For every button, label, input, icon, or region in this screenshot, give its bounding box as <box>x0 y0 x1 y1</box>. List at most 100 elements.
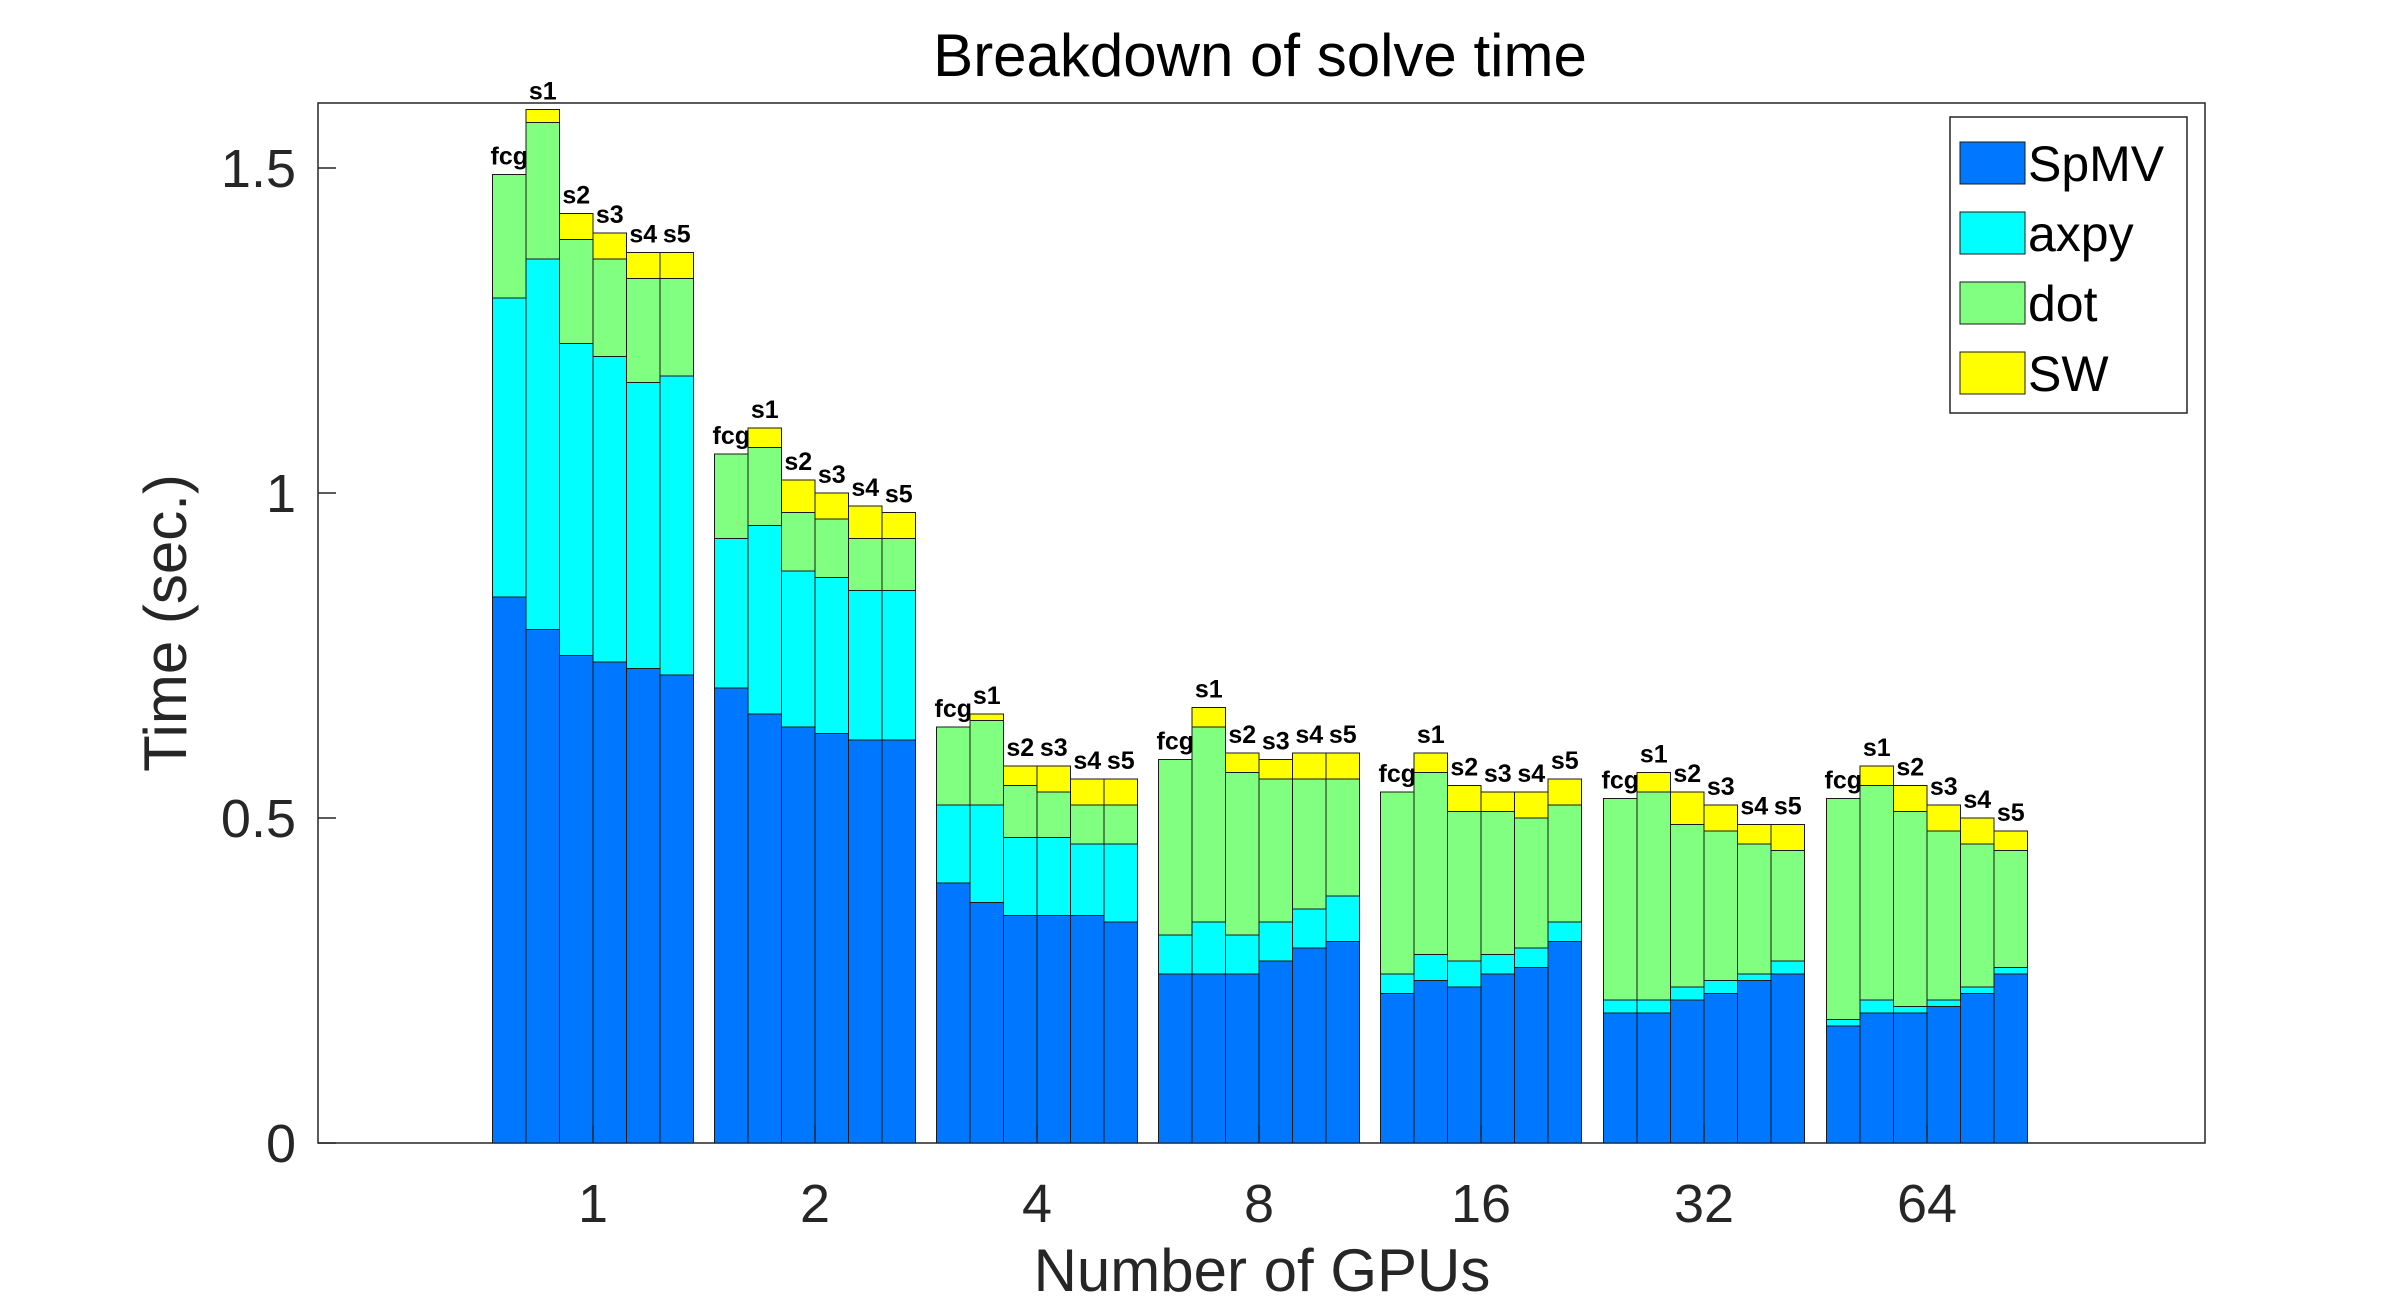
y-axis-label: Time (sec.) <box>132 474 199 772</box>
bar-segment-dot <box>747 447 782 526</box>
bar-segment-sw <box>1070 778 1105 806</box>
bar-segment-dot <box>1826 798 1861 1020</box>
bar-segment-axpy <box>525 258 560 630</box>
bar-segment-axpy <box>1514 947 1549 968</box>
bar-segment-spmv <box>1158 973 1193 1144</box>
bar-segment-axpy <box>1103 843 1138 923</box>
bar-segment-sw <box>659 252 694 279</box>
bar-segment-dot <box>1859 785 1894 1001</box>
y-tick-label: 0 <box>266 1114 296 1174</box>
bar-segment-axpy <box>714 538 749 689</box>
bar-label: s1 <box>973 682 1001 710</box>
bar-segment-axpy <box>969 804 1004 903</box>
bar-segment-axpy <box>1036 837 1071 916</box>
bar-segment-spmv <box>1670 999 1705 1144</box>
bar-segment-spmv <box>1737 980 1772 1144</box>
x-tick-label: 64 <box>1897 1174 1957 1234</box>
legend-label-axpy: axpy <box>2028 206 2134 262</box>
legend-swatch-sw <box>1959 351 2026 395</box>
x-tick-label: 8 <box>1244 1174 1274 1234</box>
bar-segment-axpy <box>814 577 849 734</box>
bar-segment-sw <box>1770 824 1805 851</box>
bar-segment-axpy <box>1325 895 1360 942</box>
bar-segment-axpy <box>1413 954 1448 981</box>
bar-segment-dot <box>1380 791 1415 975</box>
bar-label: s4 <box>851 474 879 502</box>
bar-label: s1 <box>1640 741 1668 769</box>
bar-segment-dot <box>881 538 916 591</box>
bar-segment-axpy <box>1003 837 1038 916</box>
bar-segment-sw <box>881 512 916 539</box>
bar-segment-spmv <box>848 739 883 1144</box>
x-axis-label: Number of GPUs <box>1034 1237 1491 1304</box>
bar-segment-sw <box>781 479 816 513</box>
x-axis: 1 2 4 8 16 32 64 <box>578 1125 1957 1234</box>
bar-segment-spmv <box>1258 960 1293 1144</box>
legend-label-dot: dot <box>2028 276 2098 332</box>
bar-segment-spmv <box>1225 973 1260 1144</box>
bar-label: fcg <box>1379 760 1417 788</box>
bar-segment-dot <box>969 720 1004 806</box>
bar-segment-spmv <box>1325 941 1360 1144</box>
bar-segment-dot <box>936 726 971 806</box>
bar-label: s4 <box>1963 786 1991 814</box>
bar-label: s5 <box>1997 799 2025 827</box>
bar-segment-spmv <box>714 687 749 1144</box>
bar-label: s4 <box>1073 747 1101 775</box>
bar-label: s3 <box>1040 734 1068 762</box>
bar-segment-sw <box>1670 791 1705 825</box>
bar-segment-spmv <box>1413 980 1448 1144</box>
bar-segment-dot <box>559 239 594 344</box>
bar-segment-spmv <box>1003 915 1038 1144</box>
bar-segment-spmv <box>1036 915 1071 1144</box>
bar-segment-axpy <box>1826 1019 1861 1027</box>
bar-segment-sw <box>1737 824 1772 845</box>
bar-segment-dot <box>1447 811 1482 962</box>
bar-label: fcg <box>491 143 529 171</box>
bar-segment-dot <box>1103 804 1138 845</box>
x-tick-label: 16 <box>1451 1174 1511 1234</box>
bar-segment-axpy <box>1893 1006 1928 1014</box>
bar-segment-axpy <box>881 590 916 741</box>
legend-swatch-spmv <box>1959 141 2026 185</box>
bar-segment-axpy <box>1636 999 1671 1014</box>
bar-label: s5 <box>1774 793 1802 821</box>
bar-segment-sw <box>1514 791 1549 819</box>
bar-segment-axpy <box>781 570 816 728</box>
y-tick-label: 1 <box>266 464 296 524</box>
bar-segment-dot <box>848 538 883 591</box>
bar-segment-dot <box>1926 830 1961 1001</box>
bar-label: s2 <box>1450 754 1478 782</box>
bar-segment-spmv <box>1826 1025 1861 1144</box>
bar-label: s3 <box>818 461 846 489</box>
bar-label: fcg <box>1602 767 1640 795</box>
bar-segment-dot <box>1036 791 1071 838</box>
bar-segment-spmv <box>1960 993 1995 1144</box>
bar-segment-dot <box>781 512 816 572</box>
bar-segment-spmv <box>659 674 694 1144</box>
bar-segment-axpy <box>1070 843 1105 916</box>
bar-segment-spmv <box>881 739 916 1144</box>
bar-segment-dot <box>1258 778 1293 923</box>
bar-segment-sw <box>814 492 849 520</box>
bar-segment-sw <box>1036 765 1071 793</box>
bar-segment-axpy <box>1993 967 2028 975</box>
bar-segment-spmv <box>1636 1012 1671 1144</box>
bar-segment-spmv <box>1859 1012 1894 1144</box>
bar-segment-sw <box>1292 752 1327 780</box>
bar-segment-spmv <box>1292 947 1327 1144</box>
bar-segment-sw <box>1859 765 1894 786</box>
bar-segment-spmv <box>814 733 849 1144</box>
bar-segment-sw <box>559 213 594 240</box>
x-tick-label: 2 <box>800 1174 830 1234</box>
bar-segment-spmv <box>626 668 661 1144</box>
bar-segment-dot <box>1413 772 1448 955</box>
bar-segment-spmv <box>1447 986 1482 1144</box>
bar-label: s3 <box>1262 728 1290 756</box>
bar-segment-dot <box>1480 811 1515 955</box>
bar-segment-axpy <box>1225 934 1260 975</box>
bar-segment-spmv <box>1191 973 1226 1144</box>
bar-segment-dot <box>1670 824 1705 988</box>
chart-title: Breakdown of solve time <box>933 22 1587 89</box>
